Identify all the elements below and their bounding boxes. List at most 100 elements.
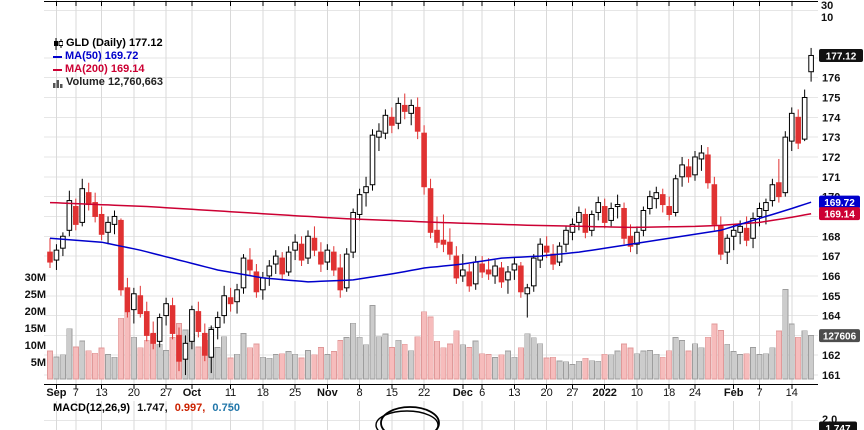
candle[interactable] <box>466 264 473 292</box>
volume-bar[interactable] <box>575 360 582 380</box>
candle[interactable] <box>601 198 608 229</box>
volume-bar[interactable] <box>724 343 731 380</box>
candle[interactable] <box>150 321 156 350</box>
candle[interactable] <box>408 99 414 126</box>
volume-bar[interactable] <box>614 350 621 380</box>
volume-bar[interactable] <box>601 353 608 380</box>
volume-bar[interactable] <box>453 330 460 380</box>
candle[interactable] <box>801 89 808 142</box>
volume-bar[interactable] <box>285 351 292 380</box>
candle[interactable] <box>776 158 782 203</box>
candle[interactable] <box>189 305 195 350</box>
volume-bar[interactable] <box>298 357 305 380</box>
volume-bar[interactable] <box>666 350 673 380</box>
volume-bar[interactable] <box>388 347 395 380</box>
volume-bar[interactable] <box>111 356 118 380</box>
candle[interactable] <box>595 196 602 221</box>
volume-bar[interactable] <box>646 350 653 380</box>
candle[interactable] <box>672 174 679 217</box>
volume-bar[interactable] <box>395 339 402 380</box>
volume-bar[interactable] <box>640 350 647 380</box>
volume-bar[interactable] <box>775 330 782 380</box>
candle[interactable] <box>705 147 711 189</box>
volume-bar[interactable] <box>801 330 808 380</box>
candle[interactable] <box>460 254 466 282</box>
candle[interactable] <box>105 216 111 245</box>
volume-bar[interactable] <box>234 353 241 380</box>
candle[interactable] <box>253 264 260 298</box>
candle[interactable] <box>66 190 73 237</box>
volume-bar[interactable] <box>401 343 408 380</box>
candle[interactable] <box>621 202 627 245</box>
volume-bar[interactable] <box>504 350 511 380</box>
candle[interactable] <box>647 190 653 215</box>
volume-bar[interactable] <box>117 317 124 380</box>
volume-bar[interactable] <box>337 340 344 380</box>
volume-bar[interactable] <box>608 354 615 380</box>
volume-bar[interactable] <box>466 347 473 380</box>
volume-bar[interactable] <box>195 346 202 380</box>
volume-bar[interactable] <box>92 352 99 380</box>
candle[interactable] <box>292 234 298 261</box>
candle[interactable] <box>305 230 311 265</box>
volume-bar[interactable] <box>317 347 324 380</box>
volume-bar[interactable] <box>434 340 440 380</box>
volume-bar[interactable] <box>782 289 789 380</box>
candle[interactable] <box>543 236 550 259</box>
volume-bar[interactable] <box>53 356 60 380</box>
candle[interactable] <box>337 254 344 298</box>
volume-bar[interactable] <box>343 337 350 380</box>
candle[interactable] <box>730 224 737 251</box>
volume-bar[interactable] <box>479 353 486 380</box>
volume-bar[interactable] <box>795 336 802 380</box>
volume-bar[interactable] <box>808 335 815 380</box>
candle[interactable] <box>498 262 505 288</box>
candle[interactable] <box>698 145 705 171</box>
candle[interactable] <box>143 301 150 342</box>
volume-bar[interactable] <box>588 360 595 380</box>
candle[interactable] <box>98 206 105 241</box>
volume-bar[interactable] <box>350 322 357 380</box>
volume-bar[interactable] <box>537 343 544 380</box>
candle[interactable] <box>685 158 692 183</box>
candle[interactable] <box>85 182 92 211</box>
candle[interactable] <box>427 178 434 239</box>
candle[interactable] <box>221 285 227 324</box>
candle[interactable] <box>659 188 666 213</box>
candle[interactable] <box>92 192 98 223</box>
candle[interactable] <box>666 196 673 221</box>
candle[interactable] <box>492 260 498 284</box>
volume-bar[interactable] <box>543 357 550 380</box>
candle[interactable] <box>582 208 589 239</box>
volume-bar[interactable] <box>382 333 389 380</box>
volume-bar[interactable] <box>279 353 286 380</box>
candle[interactable] <box>634 226 640 255</box>
volume-bar[interactable] <box>633 353 640 380</box>
candle[interactable] <box>47 238 53 268</box>
candle[interactable] <box>169 297 176 340</box>
candle[interactable] <box>788 107 795 152</box>
volume-bar[interactable] <box>485 354 492 380</box>
candle[interactable] <box>537 238 544 268</box>
candle[interactable] <box>176 327 182 372</box>
candle[interactable] <box>266 260 273 286</box>
candle[interactable] <box>608 202 614 227</box>
candle[interactable] <box>395 97 402 130</box>
candle[interactable] <box>763 198 769 225</box>
volume-bar[interactable] <box>517 347 524 380</box>
volume-bar[interactable] <box>621 343 628 380</box>
candle[interactable] <box>163 297 169 326</box>
candle[interactable] <box>202 323 208 362</box>
volume-bar[interactable] <box>105 354 112 380</box>
candle[interactable] <box>131 287 137 324</box>
candle[interactable] <box>60 232 66 257</box>
volume-bar[interactable] <box>214 347 221 380</box>
volume-bar[interactable] <box>137 347 144 380</box>
candle[interactable] <box>750 212 756 249</box>
volume-bar[interactable] <box>305 350 311 380</box>
candle[interactable] <box>414 97 421 140</box>
volume-bar[interactable] <box>750 347 757 380</box>
volume-bar[interactable] <box>85 350 92 380</box>
candle[interactable] <box>769 178 776 207</box>
candle[interactable] <box>640 206 647 237</box>
